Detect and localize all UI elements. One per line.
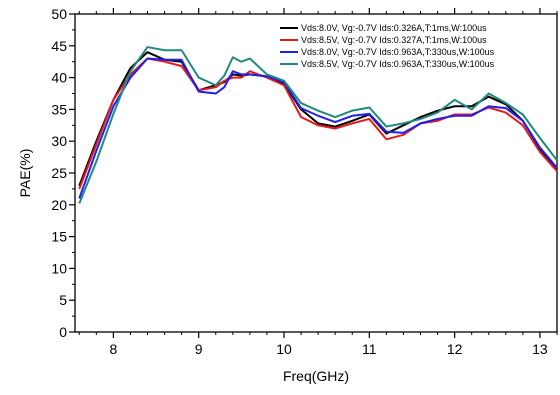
y-tick-label: 0 xyxy=(59,324,67,340)
x-tick-label: 11 xyxy=(362,341,377,357)
x-tick-label: 13 xyxy=(532,341,548,357)
y-tick-label: 25 xyxy=(51,165,67,181)
series-line-1 xyxy=(78,51,558,187)
y-tick-label: 20 xyxy=(51,197,67,213)
series-line-4 xyxy=(78,46,558,204)
ticks-layer xyxy=(69,8,558,338)
y-axis-label: PAE(%) xyxy=(17,149,33,198)
y-tick-label: 45 xyxy=(51,38,67,54)
x-tick-label: 9 xyxy=(195,341,203,357)
legend-label-4: Vds:8.5V, Vg:-0.7V Ids:0.963A,T:330us,W:… xyxy=(301,59,495,69)
y-tick-label: 35 xyxy=(51,101,67,117)
legend-label-1: Vds:8.0V, Vg:-0.7V Ids:0.326A,T:1ms,W:10… xyxy=(301,23,487,33)
x-tick-label: 8 xyxy=(109,341,117,357)
series-line-3 xyxy=(78,57,558,199)
y-tick-label: 10 xyxy=(51,260,67,276)
series-line-2 xyxy=(78,57,558,190)
y-tick-label: 50 xyxy=(51,6,67,22)
series-layer xyxy=(78,46,558,204)
x-axis-label: Freq(GHz) xyxy=(283,368,349,384)
legend-label-3: Vds:8.0V, Vg:-0.7V Ids:0.963A,T:330us,W:… xyxy=(301,47,495,57)
x-tick-label: 10 xyxy=(276,341,292,357)
y-tick-label: 15 xyxy=(51,229,67,245)
y-tick-label: 5 xyxy=(59,292,67,308)
legend-label-2: Vds:8.5V, Vg:-0.7V Ids:0.327A,T:1ms,W:10… xyxy=(301,35,487,45)
y-tick-label: 40 xyxy=(51,70,67,86)
x-tick-label: 12 xyxy=(447,341,463,357)
legend: Vds:8.0V, Vg:-0.7V Ids:0.326A,T:1ms,W:10… xyxy=(280,23,495,69)
y-tick-label: 30 xyxy=(51,133,67,149)
tick-labels-layer: 8 9 10 11 12 13 0 5 10 15 20 25 30 35 40 45 50 xyxy=(51,6,548,357)
